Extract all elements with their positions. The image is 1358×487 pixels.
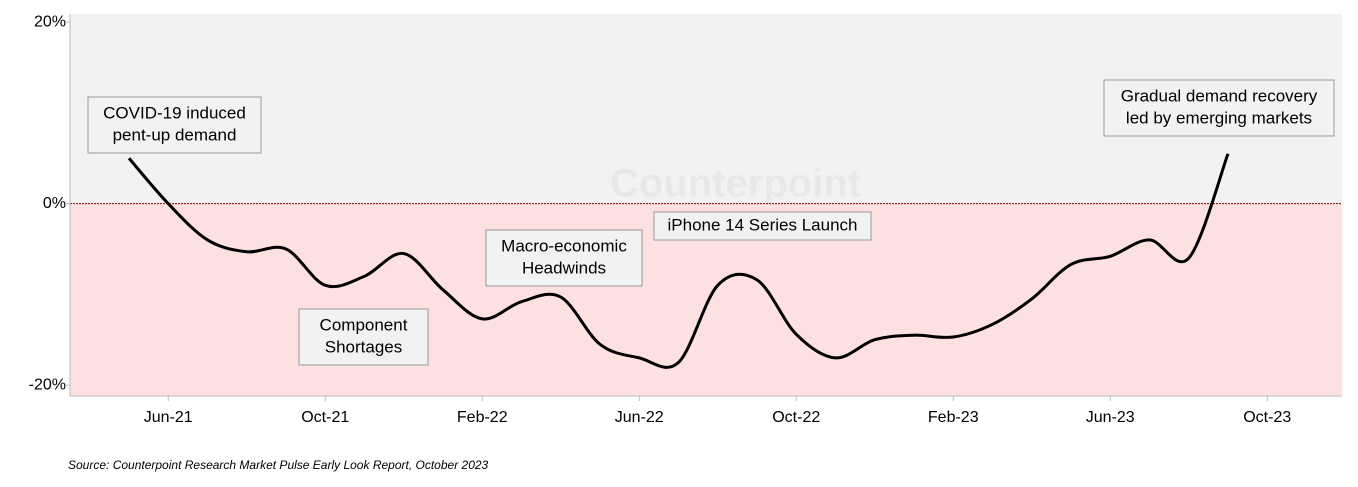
annotation-text: pent-up demand: [113, 125, 237, 144]
x-tick-label: Oct-21: [301, 409, 349, 426]
source-note: Source: Counterpoint Research Market Pul…: [68, 458, 489, 472]
annotation-text: Gradual demand recovery: [1121, 86, 1318, 105]
annotation-text: Macro-economic: [501, 236, 627, 255]
annotation-text: COVID-19 induced: [103, 103, 246, 122]
x-tick-label: Feb-22: [457, 409, 508, 426]
annotation-text: iPhone 14 Series Launch: [668, 215, 858, 234]
y-tick-label: 0%: [43, 195, 66, 212]
annotation-text: led by emerging markets: [1126, 108, 1312, 127]
annotation-text: Headwinds: [522, 258, 606, 277]
x-tick-label: Jun-21: [144, 409, 193, 426]
annotation-box: [298, 308, 429, 366]
x-tick-label: Oct-22: [772, 409, 820, 426]
y-tick-label: -20%: [29, 376, 66, 393]
data-line: [127, 153, 1230, 369]
x-tick-label: Jun-22: [615, 409, 664, 426]
annotation-box: [1103, 79, 1335, 137]
annotation-box: [485, 229, 643, 287]
annotation-box: [87, 96, 262, 154]
annotation-text: Component: [320, 315, 408, 334]
annotation-text: Shortages: [325, 337, 403, 356]
annotation-box: [653, 211, 872, 241]
watermark: Counterpoint: [610, 162, 861, 206]
x-tick-label: Feb-23: [928, 409, 979, 426]
x-tick-label: Oct-23: [1243, 409, 1291, 426]
y-tick-label: 20%: [34, 13, 66, 30]
x-tick-label: Jun-23: [1086, 409, 1135, 426]
